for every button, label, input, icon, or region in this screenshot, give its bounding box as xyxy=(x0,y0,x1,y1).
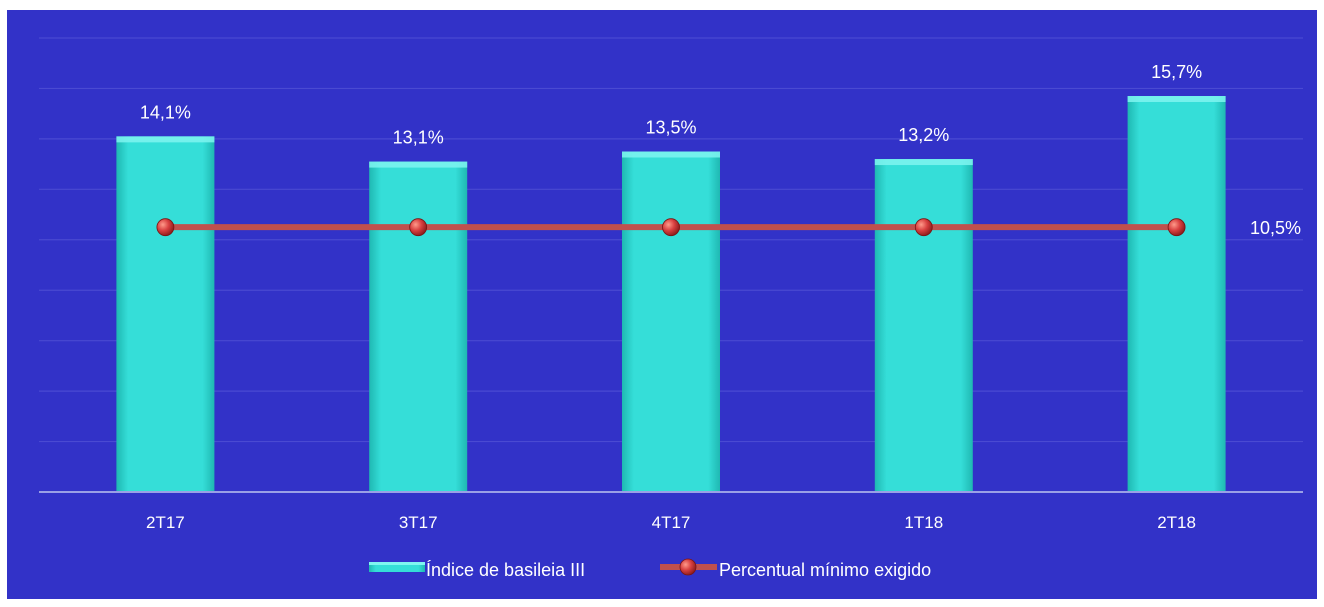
category-labels: 2T17 3T17 4T17 1T18 2T18 xyxy=(146,513,1196,532)
line-marker-2T17 xyxy=(156,218,175,237)
category-label-2T17: 2T17 xyxy=(146,513,185,532)
legend-label-bars: Índice de basileia III xyxy=(426,560,585,580)
bar-series xyxy=(116,96,1226,493)
legend-swatch-bevel xyxy=(369,562,425,565)
legend-item-line: Percentual mínimo exigido xyxy=(660,558,931,580)
bar-body xyxy=(874,159,973,493)
legend-swatch-marker xyxy=(679,558,697,576)
legend-swatch-bars xyxy=(369,562,425,572)
bar-body xyxy=(622,151,720,492)
bar-value-label: 13,1% xyxy=(393,128,444,148)
bar-value-label: 13,5% xyxy=(645,118,696,138)
bar-body xyxy=(1127,96,1226,492)
legend-item-bars: Índice de basileia III xyxy=(369,560,585,580)
category-label-3T17: 3T17 xyxy=(399,513,438,532)
line-marker-1T18 xyxy=(914,218,933,237)
legend: Índice de basileia III Percentual mínimo … xyxy=(369,558,931,580)
line-marker-4T17 xyxy=(662,218,680,237)
basileia-chart: 14,1% 13,1% 13,5% 13,2% 15,7% 10,5% 2T17 3T17 4… xyxy=(39,37,1303,580)
bar-2T18 xyxy=(1127,96,1226,492)
line-marker-2T18 xyxy=(1167,218,1186,237)
bar-top-bevel xyxy=(1127,96,1226,103)
category-label-2T18: 2T18 xyxy=(1157,513,1196,532)
bar-top-bevel xyxy=(369,161,468,168)
bar-body xyxy=(369,161,468,493)
bar-top-bevel xyxy=(116,136,215,143)
chart: 14,1% 13,1% 13,5% 13,2% 15,7% 10,5% 2T17 3T17 4… xyxy=(7,10,1317,599)
bar-value-label: 15,7% xyxy=(1151,62,1202,82)
line-marker-3T17 xyxy=(409,218,428,237)
line-value-label: 10,5% xyxy=(1250,218,1301,238)
bar-1T18 xyxy=(874,159,973,493)
bar-value-label: 14,1% xyxy=(140,102,191,122)
category-label-4T17: 4T17 xyxy=(652,513,691,532)
data-labels: 14,1% 13,1% 13,5% 13,2% 15,7% 10,5% xyxy=(140,62,1301,238)
bar-top-bevel xyxy=(622,151,720,158)
bar-4T17 xyxy=(622,151,720,492)
legend-label-line: Percentual mínimo exigido xyxy=(719,560,931,580)
bar-body xyxy=(116,136,215,492)
bar-3T17 xyxy=(369,161,468,493)
line-series xyxy=(156,218,1186,237)
bar-2T17 xyxy=(116,136,215,492)
category-label-1T18: 1T18 xyxy=(904,513,943,532)
bar-top-bevel xyxy=(874,159,973,166)
bar-value-label: 13,2% xyxy=(898,125,949,145)
